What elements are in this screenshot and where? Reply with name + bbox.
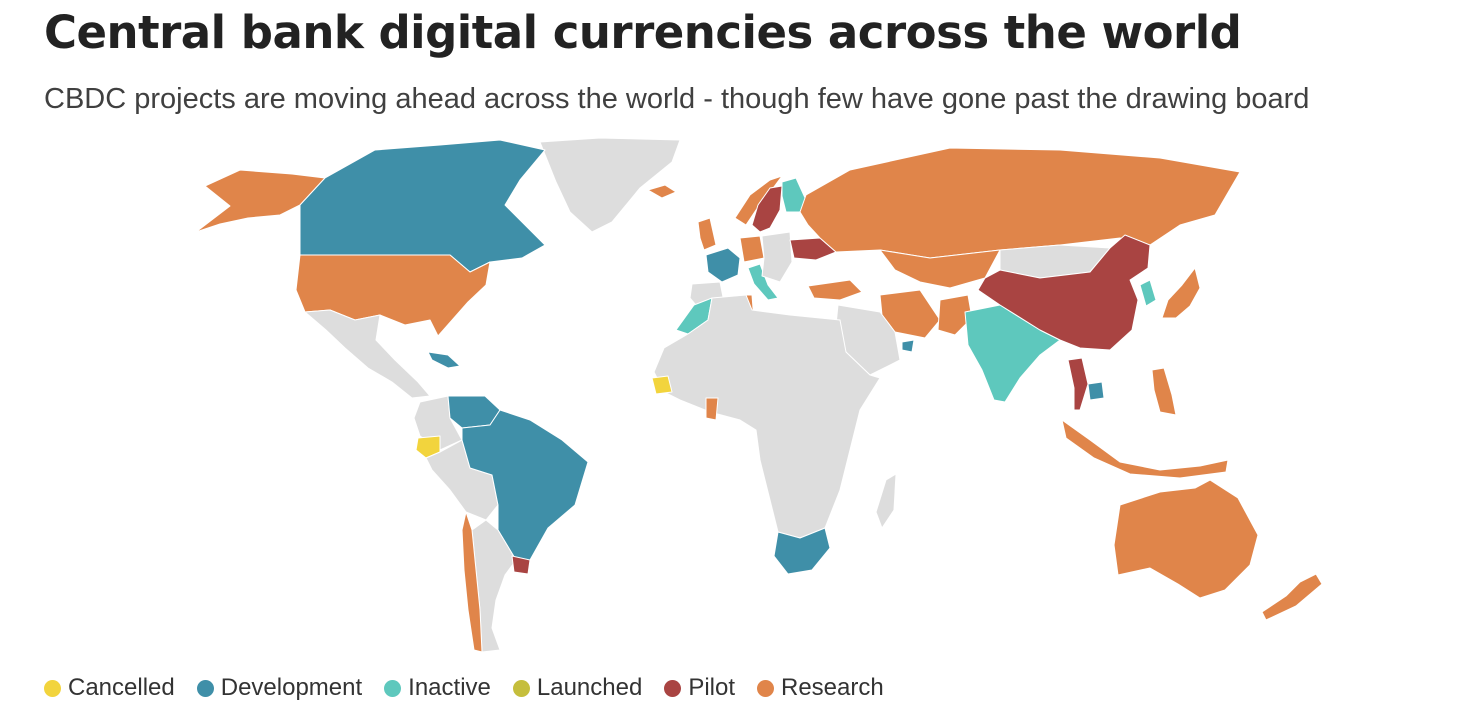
- legend-swatch-development: [196, 679, 214, 697]
- region-mexico-central-america[interactable]: [304, 309, 431, 399]
- region-alaska[interactable]: [195, 169, 326, 233]
- legend-swatch-pilot: [664, 679, 682, 697]
- page-subtitle: CBDC projects are moving ahead across th…: [44, 83, 1310, 115]
- legend-swatch-research: [757, 679, 774, 697]
- region-ukraine[interactable]: [789, 237, 837, 261]
- legend-label: Development: [220, 674, 363, 701]
- legend-item-inactive: Inactive: [384, 674, 491, 702]
- region-iceland[interactable]: [647, 184, 677, 199]
- legend-item-cancelled: Cancelled: [44, 674, 175, 702]
- region-japan[interactable]: [1161, 267, 1201, 319]
- region-south-africa[interactable]: [773, 527, 831, 575]
- region-new-zealand[interactable]: [1261, 573, 1323, 621]
- region-uae[interactable]: [901, 339, 915, 353]
- region-korea[interactable]: [1139, 279, 1157, 307]
- region-indonesia[interactable]: [1061, 419, 1229, 479]
- legend-swatch-cancelled: [44, 679, 61, 697]
- region-caribbean[interactable]: [427, 351, 461, 369]
- region-philippines[interactable]: [1151, 367, 1177, 416]
- region-italy[interactable]: [747, 263, 779, 301]
- legend-item-development: Development: [196, 674, 363, 702]
- region-eastern-europe[interactable]: [761, 231, 793, 283]
- region-china[interactable]: [977, 234, 1151, 351]
- region-greenland[interactable]: [539, 137, 681, 233]
- region-russia[interactable]: [799, 147, 1241, 259]
- region-france[interactable]: [705, 247, 741, 283]
- region-madagascar[interactable]: [875, 473, 897, 529]
- region-canada[interactable]: [299, 139, 546, 273]
- region-ghana[interactable]: [705, 397, 719, 421]
- page-title: Central bank digital currencies across t…: [44, 6, 1242, 59]
- region-chile[interactable]: [461, 511, 483, 653]
- region-uruguay[interactable]: [511, 555, 531, 575]
- region-pakistan[interactable]: [937, 294, 973, 336]
- legend-label: Pilot: [688, 674, 735, 701]
- legend-label: Cancelled: [68, 674, 175, 701]
- region-cambodia[interactable]: [1087, 381, 1105, 401]
- region-united-kingdom[interactable]: [697, 217, 717, 251]
- region-senegal[interactable]: [651, 375, 673, 395]
- region-africa[interactable]: [653, 294, 881, 539]
- legend-label: Research: [781, 674, 884, 701]
- legend: Cancelled Development Inactive Launched …: [44, 674, 906, 702]
- legend-swatch-inactive: [384, 679, 402, 697]
- world-map: [195, 137, 1323, 653]
- region-brazil[interactable]: [461, 409, 589, 561]
- legend-item-research: Research: [757, 674, 884, 702]
- legend-swatch-launched: [512, 679, 530, 697]
- legend-label: Inactive: [408, 674, 491, 701]
- region-sweden[interactable]: [751, 185, 783, 233]
- region-australia[interactable]: [1113, 479, 1259, 599]
- legend-item-launched: Launched: [512, 674, 643, 702]
- region-kazakhstan[interactable]: [879, 249, 1001, 289]
- region-turkey[interactable]: [807, 279, 863, 301]
- legend-item-pilot: Pilot: [664, 674, 735, 702]
- region-germany[interactable]: [739, 235, 765, 263]
- region-thailand[interactable]: [1067, 357, 1089, 411]
- legend-label: Launched: [536, 674, 643, 701]
